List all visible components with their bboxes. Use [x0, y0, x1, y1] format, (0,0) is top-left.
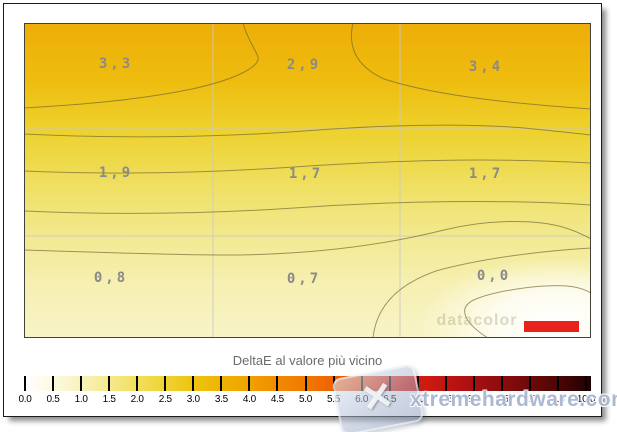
- colorbar-tick: [192, 376, 195, 391]
- contour-lines: [24, 23, 591, 338]
- colorbar-tick: [80, 376, 83, 391]
- colorbar-tick-label: 9.0: [523, 394, 537, 405]
- colorbar-tick-label: 0.5: [46, 394, 60, 405]
- colorbar-tick: [52, 376, 55, 391]
- colorbar-tick-label: 9.5: [551, 394, 565, 405]
- colorbar-tick-label: 5.5: [327, 394, 341, 405]
- contour-line: [350, 23, 591, 110]
- value-labels: 3,3 2,9 3,4 1,9 1,7 1,7 0,8 0,7 0,0: [94, 56, 511, 287]
- cell-value-label: 0,0: [477, 268, 511, 284]
- colorbar-tick: [24, 376, 26, 391]
- colorbar-tick-label: 4.0: [242, 394, 256, 405]
- cell-value-label: 1,9: [99, 165, 133, 181]
- contour-line: [24, 124, 591, 138]
- colorbar-tick-label: 7.5: [439, 394, 453, 405]
- colorbar-tick: [585, 376, 587, 391]
- colorbar-tick: [136, 376, 139, 391]
- cell-value-label: 0,7: [287, 271, 321, 287]
- cell-value-label: 1,7: [289, 166, 323, 182]
- chart-card: datacolor 3,3 2,9 3,4 1,9 1,7 1,7 0,8 0,7 0,0 De…: [3, 3, 602, 417]
- colorbar-tick: [108, 376, 111, 391]
- cell-value-label: 3,3: [99, 56, 133, 72]
- colorbar-tick-label: 2.5: [158, 394, 172, 405]
- cell-value-label: 0,8: [94, 270, 128, 286]
- cell-value-label: 2,9: [287, 57, 321, 73]
- contour-line: [24, 221, 591, 256]
- contour-line: [372, 247, 591, 338]
- low-deltae-highlight: [419, 257, 591, 338]
- contour-line: [24, 200, 591, 214]
- colorbar-tick-label: 8.0: [467, 394, 481, 405]
- colorbar-tick: [500, 376, 503, 391]
- contour-plot: datacolor 3,3 2,9 3,4 1,9 1,7 1,7 0,8 0,7 0,0: [24, 23, 591, 338]
- cell-value-label: 3,4: [469, 59, 503, 75]
- colorbar-tick-label: 3.5: [214, 394, 228, 405]
- colorbar-tick: [220, 376, 223, 391]
- colorbar-tick-label: 1.5: [102, 394, 116, 405]
- colorbar-tick: [276, 376, 279, 391]
- colorbar-tick-label: 10.0: [576, 394, 596, 405]
- grid-lines: [24, 23, 591, 338]
- colorbar-tick: [472, 376, 475, 391]
- colorbar-tick: [304, 376, 307, 391]
- colorbar-tick-label: 5.0: [298, 394, 312, 405]
- red-marker-bar: [524, 321, 579, 332]
- colorbar-tick-label: 4.5: [270, 394, 284, 405]
- cell-value-label: 1,7: [469, 166, 503, 182]
- colorbar-tick: [444, 376, 447, 391]
- colorbar-tick-label: 2.0: [130, 394, 144, 405]
- colorbar-tick: [556, 376, 559, 391]
- datacolor-watermark: datacolor: [436, 312, 517, 329]
- colorbar-tick: [248, 376, 251, 391]
- colorbar-tick: [164, 376, 167, 391]
- colorbar-tick-label: 1.0: [74, 394, 88, 405]
- colorbar-title: DeltaE al valore più vicino: [232, 353, 383, 368]
- colorbar-tick-label: 3.0: [186, 394, 200, 405]
- colorbar-tick-label: 8.5: [495, 394, 509, 405]
- colorbar-tick-label: 0.0: [18, 394, 32, 405]
- contour-line: [24, 23, 259, 109]
- xtremehardware-watermark: xtremehardware.com: [410, 388, 617, 411]
- plot-border: [24, 23, 591, 338]
- contour-line: [464, 285, 591, 338]
- contour-line: [24, 159, 591, 174]
- colorbar-tick: [528, 376, 531, 391]
